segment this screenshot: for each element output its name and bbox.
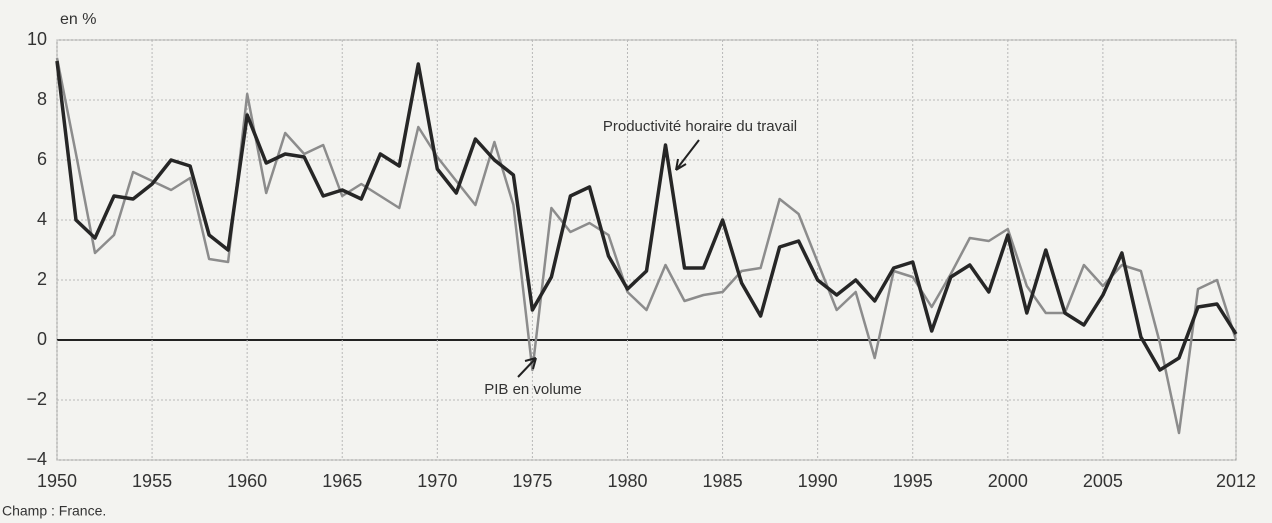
x-tick-label: 1950 (37, 471, 77, 491)
x-tick-label: 2012 (1216, 471, 1256, 491)
x-tick-label: 2005 (1083, 471, 1123, 491)
y-tick-label: −4 (26, 449, 47, 469)
x-tick-label: 1965 (322, 471, 362, 491)
y-tick-label: 2 (37, 269, 47, 289)
plot-frame (56, 39, 1237, 461)
y-tick-label: 8 (37, 89, 47, 109)
x-tick-label: 1975 (512, 471, 552, 491)
x-tick-label: 1980 (607, 471, 647, 491)
series-annotation: PIB en volume (484, 381, 582, 398)
x-tick-label: 1970 (417, 471, 457, 491)
y-tick-label: 4 (37, 209, 47, 229)
x-tick-label: 1960 (227, 471, 267, 491)
annotation-arrow (675, 139, 700, 171)
source-note: Champ : France. (2, 503, 106, 519)
y-tick-label: 6 (37, 149, 47, 169)
y-tick-label: 10 (27, 29, 47, 49)
series-annotation: Productivité horaire du travail (603, 118, 797, 135)
y-unit-label: en % (60, 11, 96, 28)
x-tick-label: 1995 (893, 471, 933, 491)
series-line (55, 57, 1238, 435)
series-line (55, 60, 1238, 372)
x-tick-label: 2000 (988, 471, 1028, 491)
x-tick-label: 1955 (132, 471, 172, 491)
x-tick-label: 1985 (703, 471, 743, 491)
y-tick-label: 0 (37, 329, 47, 349)
x-tick-label: 1990 (798, 471, 838, 491)
annotation-arrow (517, 357, 537, 378)
y-tick-label: −2 (26, 389, 47, 409)
